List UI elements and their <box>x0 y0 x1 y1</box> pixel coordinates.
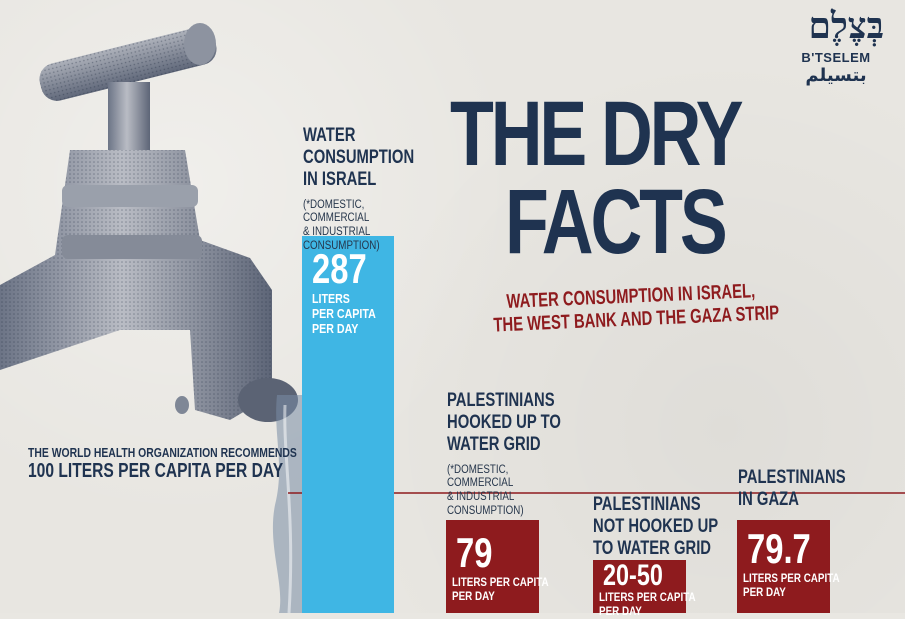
bar-1-note-line: & INDUSTRIAL <box>303 226 371 239</box>
bar-2-note-line: (*DOMESTIC, <box>447 463 509 476</box>
bar-3-value-label: 20-50 <box>603 559 663 592</box>
bar-3-unit-line: LITERS PER CAPITA <box>599 590 696 604</box>
bar-1-label-line: IN ISRAEL <box>303 168 377 190</box>
bar-2-unit-line: LITERS PER CAPITA <box>452 575 549 589</box>
bar-1-note-line: COMMERCIAL <box>303 212 370 225</box>
bar-3-unit: LITERS PER CAPITA PER DAY <box>599 590 717 619</box>
bar-1-label-line: CONSUMPTION <box>303 146 415 168</box>
title-line-2: FACTS <box>505 171 728 273</box>
bar-4-label-line: PALESTINIANS <box>738 467 846 488</box>
bar-1-unit-line: PER DAY <box>312 320 359 336</box>
bar-4-unit-line: LITERS PER CAPITA <box>743 571 840 585</box>
faucet-illustration <box>0 23 298 422</box>
bar-2-label-line: HOOKED UP TO <box>447 411 561 433</box>
bar-2-label: PALESTINIANS HOOKED UP TO WATER GRID (*DOME… <box>447 390 593 519</box>
logo-hebrew-text: בְּצֶלֶם <box>808 5 884 47</box>
bar-2-note-line: COMMERCIAL <box>447 477 514 490</box>
bar-1-label-line: WATER <box>303 125 356 146</box>
faucet-stem <box>108 82 150 162</box>
who-line-2: 100 LITERS PER CAPITA PER DAY <box>28 460 284 482</box>
who-recommendation: THE WORLD HEALTH ORGANIZATION RECOMMENDS… <box>28 445 364 483</box>
bar-3-label-line: TO WATER GRID <box>593 537 712 559</box>
bar-2-unit: LITERS PER CAPITA PER DAY <box>452 575 570 604</box>
bar-2 <box>446 520 539 613</box>
bar-1-unit-line: LITERS <box>312 291 350 306</box>
bar-1 <box>302 236 394 613</box>
bar-1-value-label: 287 <box>312 245 367 292</box>
who-line-1: THE WORLD HEALTH ORGANIZATION RECOMMENDS <box>28 445 297 460</box>
bar-1-label: WATER CONSUMPTION IN ISRAEL (*DOMESTIC, COMM… <box>303 125 446 254</box>
bar-2-value-label: 79 <box>456 529 493 576</box>
bar-1-note-line: CONSUMPTION) <box>303 239 380 252</box>
bar-2-label-line: WATER GRID <box>447 433 541 455</box>
water-drop <box>175 396 189 414</box>
bar-2-label-line: PALESTINIANS <box>447 390 555 411</box>
bar-2-unit-line: PER DAY <box>452 588 495 603</box>
bar-1-unit-line: PER CAPITA <box>312 305 376 321</box>
bar-1-unit: LITERS PER CAPITA PER DAY <box>312 291 390 337</box>
page-title: THE DRY FACTS <box>450 88 822 268</box>
bar-4-unit: LITERS PER CAPITA PER DAY <box>743 571 861 600</box>
bar-4-value-label: 79.7 <box>747 525 811 572</box>
faucet-handle <box>39 23 217 101</box>
bar-3-label: PALESTINIANS NOT HOOKED UP TO WATER GRID <box>593 494 753 560</box>
bar-4-label: PALESTINIANS IN GAZA <box>738 467 876 511</box>
bar-4 <box>737 520 830 613</box>
bar-4-label-line: IN GAZA <box>738 488 799 510</box>
title-line-1: THE DRY <box>450 83 744 185</box>
faucet-collar <box>62 185 198 207</box>
btselem-logo: בְּצֶלֶם B'TSELEM بتسيلم <box>788 8 884 86</box>
bar-3-label-line: PALESTINIANS <box>593 494 701 515</box>
logo-latin-text: B'TSELEM <box>801 50 871 65</box>
bar-3-unit-line: PER DAY <box>599 603 642 618</box>
bar-2-note-line: CONSUMPTION) <box>447 504 524 517</box>
bar-1-note-line: (*DOMESTIC, <box>303 198 365 211</box>
logo-arabic-text: بتسيلم <box>805 65 867 86</box>
bar-3 <box>593 560 686 613</box>
bar-3-label-line: NOT HOOKED UP <box>593 515 719 537</box>
bar-4-unit-line: PER DAY <box>743 584 786 599</box>
bar-2-note-line: & INDUSTRIAL <box>447 491 515 504</box>
